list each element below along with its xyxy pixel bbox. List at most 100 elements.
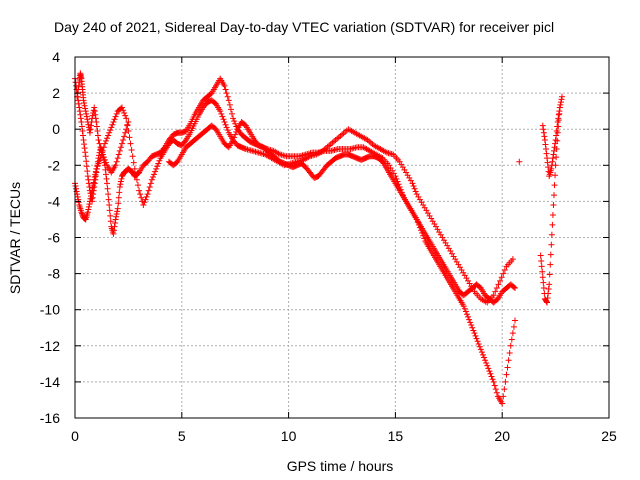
data-point bbox=[101, 140, 108, 147]
data-point bbox=[544, 155, 551, 162]
data-point bbox=[75, 82, 82, 89]
data-point bbox=[491, 382, 498, 389]
data-point bbox=[462, 308, 469, 315]
data-point bbox=[548, 241, 555, 248]
data-point bbox=[91, 108, 98, 115]
data-point bbox=[117, 144, 124, 151]
data-point bbox=[96, 157, 103, 164]
data-point bbox=[101, 156, 108, 163]
data-point bbox=[89, 112, 96, 119]
data-point bbox=[486, 368, 493, 375]
data-point bbox=[546, 271, 553, 278]
data-point bbox=[129, 153, 136, 160]
data-point bbox=[543, 150, 550, 157]
data-point bbox=[121, 133, 128, 140]
data-point bbox=[115, 151, 122, 158]
x-tick-label: 15 bbox=[388, 428, 404, 444]
y-tick-label: -10 bbox=[40, 302, 60, 318]
data-point bbox=[81, 100, 88, 107]
data-point bbox=[409, 180, 416, 187]
data-point bbox=[471, 330, 478, 337]
data-point bbox=[483, 359, 490, 366]
data-point bbox=[227, 106, 234, 113]
data-point bbox=[75, 199, 82, 206]
data-point bbox=[97, 144, 104, 151]
data-point bbox=[548, 165, 555, 172]
data-point bbox=[81, 102, 88, 109]
data-point bbox=[103, 175, 110, 182]
data-point bbox=[95, 137, 102, 144]
data-point bbox=[548, 231, 555, 238]
grid bbox=[75, 57, 609, 418]
data-point bbox=[149, 174, 156, 181]
data-point bbox=[92, 111, 99, 118]
series-track-a bbox=[72, 75, 519, 407]
data-point bbox=[549, 211, 556, 218]
data-point bbox=[512, 317, 519, 324]
data-point bbox=[85, 121, 92, 128]
data-point bbox=[79, 211, 86, 218]
y-tick-label: -14 bbox=[40, 374, 60, 390]
data-point bbox=[487, 370, 494, 377]
data-point bbox=[76, 104, 83, 111]
data-point bbox=[222, 121, 229, 128]
data-point bbox=[116, 183, 123, 190]
x-tick-label: 20 bbox=[494, 428, 510, 444]
data-point bbox=[86, 127, 93, 134]
data-point bbox=[490, 378, 497, 385]
data-point bbox=[552, 140, 559, 147]
data-point bbox=[83, 158, 90, 165]
data-point bbox=[555, 115, 562, 122]
data-point bbox=[555, 111, 562, 118]
data-point bbox=[500, 270, 507, 277]
data-point bbox=[86, 198, 93, 205]
data-point bbox=[498, 274, 505, 281]
data-point bbox=[232, 120, 239, 127]
data-point bbox=[138, 194, 145, 201]
data-point bbox=[123, 115, 130, 122]
data-point bbox=[550, 151, 557, 158]
data-point bbox=[81, 141, 88, 148]
data-point bbox=[539, 268, 546, 275]
data-point bbox=[540, 126, 547, 133]
data-point bbox=[124, 122, 131, 129]
data-point bbox=[110, 227, 117, 234]
data-point bbox=[118, 175, 125, 182]
data-point bbox=[217, 108, 224, 115]
data-point bbox=[228, 110, 235, 117]
data-point bbox=[507, 342, 514, 349]
data-point bbox=[88, 192, 95, 199]
data-point bbox=[106, 129, 113, 136]
data-point bbox=[143, 193, 150, 200]
data-point bbox=[90, 179, 97, 186]
x-tick-label: 5 bbox=[178, 428, 186, 444]
data-point bbox=[85, 206, 92, 213]
data-point bbox=[552, 137, 559, 144]
data-point bbox=[96, 140, 103, 147]
data-point bbox=[89, 184, 96, 191]
data-point bbox=[545, 290, 552, 297]
data-point bbox=[125, 118, 132, 125]
data-point bbox=[543, 298, 550, 305]
data-point bbox=[106, 202, 113, 209]
data-point bbox=[88, 190, 95, 197]
data-point bbox=[541, 133, 548, 140]
data-point bbox=[137, 191, 144, 198]
data-point bbox=[126, 134, 133, 141]
data-point bbox=[233, 128, 240, 135]
y-tick-label: -4 bbox=[48, 193, 61, 209]
data-point bbox=[505, 357, 512, 364]
data-point bbox=[112, 162, 119, 169]
data-point bbox=[79, 128, 86, 135]
data-point bbox=[537, 252, 544, 259]
data-point bbox=[479, 351, 486, 358]
data-point bbox=[104, 180, 111, 187]
data-point bbox=[556, 104, 563, 111]
data-point bbox=[466, 316, 473, 323]
data-point bbox=[110, 230, 117, 237]
data-point bbox=[113, 110, 120, 117]
data-point bbox=[86, 129, 93, 136]
data-point bbox=[501, 386, 508, 393]
data-point bbox=[78, 123, 85, 130]
